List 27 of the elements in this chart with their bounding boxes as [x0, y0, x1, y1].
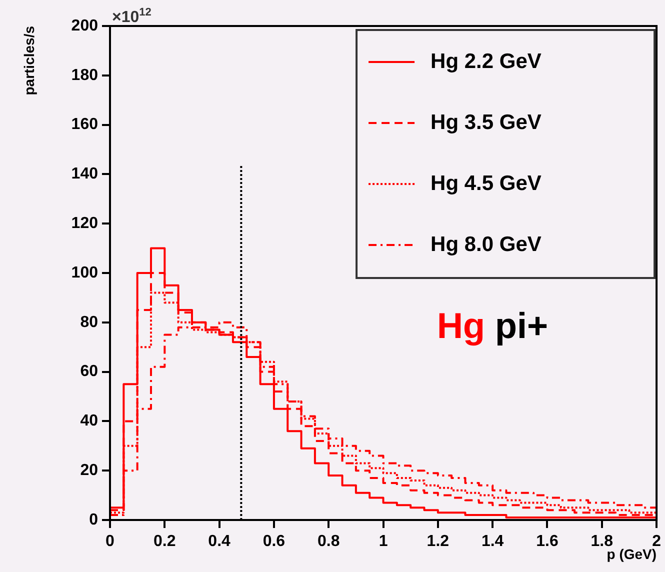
y-tick-label: 140: [71, 166, 98, 183]
y-tick-label: 40: [80, 412, 98, 430]
x-tick-label: 1.4: [481, 533, 504, 550]
legend-label: Hg 4.5 GeV: [430, 172, 542, 195]
legend-label: Hg 2.2 GeV: [430, 50, 542, 73]
y-tick-label: 60: [80, 363, 98, 380]
annotation: pi+: [494, 305, 548, 346]
y-tick-label: 80: [80, 314, 98, 331]
annotation: Hg: [437, 305, 485, 346]
y-tick-label: 160: [71, 116, 98, 134]
y-tick-label: 20: [80, 462, 98, 480]
legend-label: Hg 8.0 GeV: [430, 232, 542, 256]
y-tick-label: 180: [71, 66, 98, 84]
x-tick-label: 0.8: [317, 533, 340, 550]
x-tick-label: 0.6: [262, 533, 286, 550]
y-tick-label: 100: [71, 264, 98, 282]
y-tick-label: 120: [71, 215, 98, 232]
y-axis-title: particles/s: [20, 26, 37, 96]
x-tick-label: 1: [378, 533, 388, 550]
x-tick-label: 0: [106, 533, 115, 550]
x-tick-label: 0.2: [154, 533, 176, 550]
legend-label: Hg 3.5 GeV: [430, 110, 542, 134]
x-tick-label: 1.6: [536, 533, 558, 550]
y-tick-label: 200: [71, 17, 98, 34]
y-tick-label: 0: [89, 511, 98, 528]
x-tick-label: 0.4: [208, 533, 231, 550]
x-tick-label: 1.2: [426, 533, 450, 550]
